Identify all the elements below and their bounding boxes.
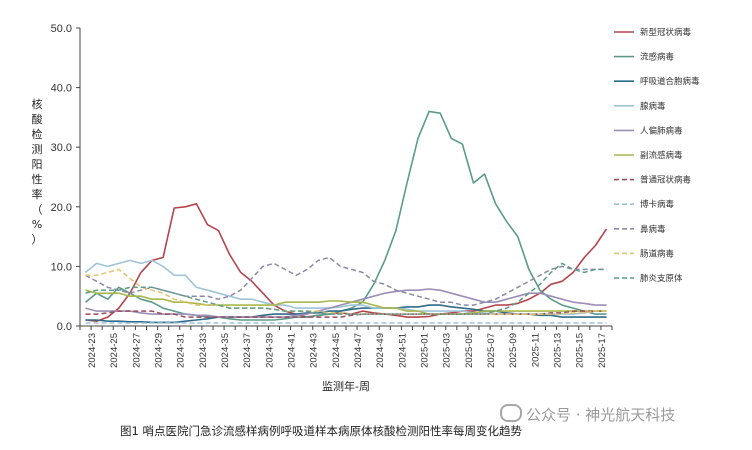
x-tick-label: 2024-23: [87, 333, 98, 368]
x-tick-label: 2024-35: [220, 333, 231, 368]
x-tick-label: 2024-39: [264, 333, 275, 368]
y-axis-label-char: 酸: [32, 112, 43, 126]
x-axis-label: 监测年-周: [322, 379, 370, 393]
x-tick-label: 2025-09: [508, 333, 519, 368]
x-tick-label: 2025-03: [442, 333, 453, 368]
legend-label: 新型冠状病毒: [640, 27, 692, 38]
x-tick-label: 2024-45: [331, 333, 342, 368]
series-line: [84, 110, 607, 321]
x-tick-label: 2024-41: [286, 333, 297, 368]
y-tick-label: 30.0: [51, 142, 72, 154]
legend-label: 鼻病毒: [640, 224, 666, 235]
x-ticks: 2024-23 2024-25 2024-27 2024-29 2024-31 2024-…: [79, 326, 613, 368]
y-tick-label: 50.0: [51, 23, 72, 35]
wechat-icon: [500, 404, 522, 422]
series-line: [85, 289, 607, 315]
legend-label: 人偏肺病毒: [640, 125, 683, 136]
x-tick-label: 2024-27: [131, 333, 142, 368]
x-tick-label: 2024-37: [242, 333, 253, 368]
series-line: [85, 288, 607, 318]
y-tick-label: 20.0: [51, 202, 72, 214]
x-tick-label: 2024-49: [375, 333, 386, 368]
x-tick-label: 2024-25: [109, 333, 120, 368]
y-axis-label-char: ）: [32, 233, 43, 246]
legend-label: 普通冠状病毒: [640, 175, 692, 186]
y-axis-label-char: 测: [32, 143, 43, 156]
x-tick-label: 2024-43: [309, 333, 320, 368]
x-tick-label: 2025-05: [464, 333, 475, 368]
y-tick-label: 40.0: [51, 83, 72, 95]
y-axis-label-char: 率: [32, 187, 43, 201]
y-tick-label: 10.0: [51, 261, 72, 273]
legend-label: 肠道病毒: [640, 248, 675, 259]
legend-label: 博卡病毒: [640, 199, 675, 210]
legend-label: 副流感病毒: [640, 150, 683, 161]
x-tick-label: 2024-29: [153, 333, 164, 368]
watermark-text: 公众号 · 神光航天科技: [526, 406, 676, 424]
legend-label: 腺病毒: [640, 101, 666, 112]
y-axis-label-char: 阳: [32, 158, 43, 171]
figure-caption: 图1 哨点医院门急诊流感样病例呼吸道样本病原体核酸检测阳性率每周变化趋势: [120, 424, 522, 438]
x-tick-label: 2024-33: [198, 333, 209, 368]
y-axis-label-char: 性: [32, 172, 43, 186]
y-ticks: 0.0 10.0 20.0 30.0 40.0 50.0: [51, 23, 80, 333]
y-axis-label-char: 核: [32, 97, 43, 111]
series-lines: [84, 110, 608, 324]
series-line: [85, 310, 607, 318]
series-line: [85, 268, 607, 315]
legend-label: 呼吸道合胞病毒: [640, 76, 700, 87]
y-axis-label-char: 检: [32, 127, 43, 141]
series-line: [85, 262, 607, 315]
x-tick-label: 2025-15: [575, 333, 586, 368]
x-tick-label: 2024-47: [353, 333, 364, 368]
legend-label: 肺炎支原体: [640, 273, 683, 284]
x-tick-label: 2025-17: [597, 333, 608, 368]
y-axis-label-char: %: [32, 218, 42, 231]
series-line: [85, 256, 607, 306]
watermark: 公众号 · 神光航天科技: [500, 404, 675, 425]
y-axis-label: 核酸检测阳性率 （% ）: [32, 97, 43, 246]
x-tick-label: 2025-11: [530, 333, 541, 367]
plot-area: 0.010.020.030.040.050.0 2024-23 2024-25 20…: [51, 23, 613, 368]
x-tick-label: 2025-07: [486, 333, 497, 368]
y-axis-label-char: （: [32, 203, 43, 216]
legend: 新型冠状病毒流感病毒呼吸道合胞病毒腺病毒人偏肺病毒副流感病毒普通冠状病毒博卡病毒…: [614, 27, 700, 284]
x-tick-label: 2024-51: [397, 333, 408, 368]
x-tick-label: 2025-01: [419, 333, 430, 368]
x-tick-label: 2024-31: [176, 333, 187, 368]
y-tick-label: 0.0: [57, 321, 72, 333]
legend-label: 流感病毒: [640, 52, 675, 63]
x-tick-label: 2025-13: [552, 333, 563, 368]
